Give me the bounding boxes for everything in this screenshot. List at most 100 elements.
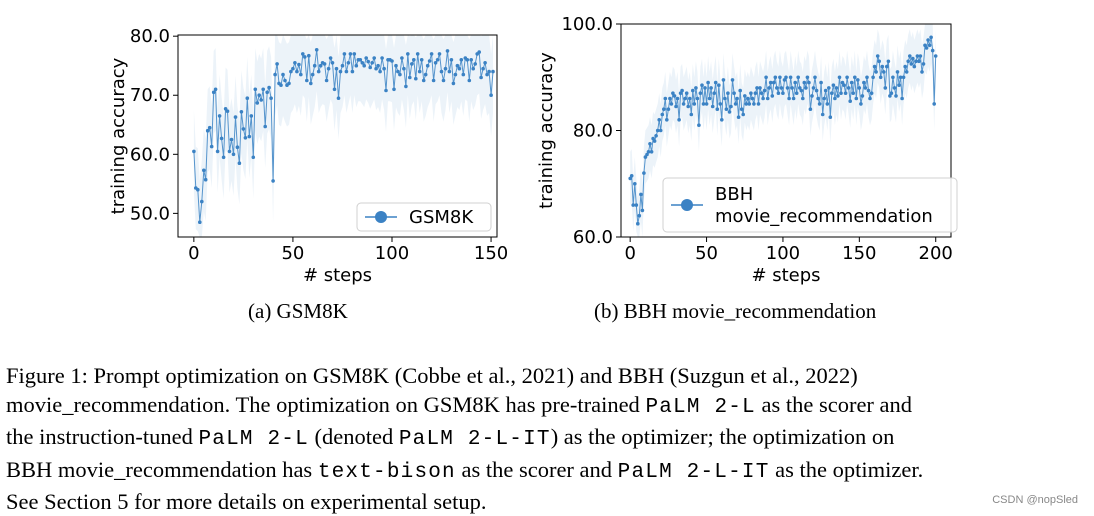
data-point — [773, 75, 778, 80]
data-point — [839, 91, 843, 95]
data-point — [700, 83, 704, 87]
data-point — [631, 203, 635, 207]
data-point — [257, 93, 262, 97]
x-tick-label: 150 — [842, 243, 876, 264]
data-point — [202, 168, 206, 173]
data-point — [822, 96, 826, 101]
data-point — [305, 78, 309, 83]
data-point — [880, 64, 885, 69]
data-point — [637, 213, 642, 218]
data-point — [898, 75, 903, 80]
x-tick-label: 100 — [766, 243, 800, 264]
caption-text: as the optimizer. — [769, 456, 924, 482]
subcaption-b: (b) BBH movie_recommendation — [594, 299, 877, 323]
data-point — [646, 150, 651, 154]
data-point — [255, 101, 260, 105]
data-point — [707, 96, 712, 101]
data-point — [211, 90, 216, 95]
data-point — [787, 96, 791, 101]
data-point — [645, 152, 649, 157]
data-point — [237, 161, 242, 165]
data-point — [279, 83, 283, 87]
data-point — [823, 88, 828, 93]
data-point — [678, 91, 683, 95]
data-point — [710, 104, 715, 109]
data-point — [691, 88, 695, 93]
data-point — [701, 102, 706, 106]
model-name: PaLM 2-L — [198, 428, 309, 452]
data-point — [830, 91, 834, 95]
data-point — [350, 69, 355, 74]
data-point — [718, 102, 723, 106]
data-point — [433, 61, 438, 65]
data-point — [293, 61, 297, 65]
data-point — [489, 93, 493, 97]
data-point — [394, 63, 398, 68]
data-point — [642, 171, 646, 175]
data-point — [660, 112, 665, 117]
data-point — [658, 128, 663, 133]
data-point — [636, 221, 640, 226]
data-point — [301, 52, 305, 56]
data-point — [908, 54, 912, 58]
x-tick-label: 0 — [624, 243, 635, 264]
data-point — [724, 107, 729, 111]
data-point — [289, 69, 293, 74]
watermark: CSDN @nopSled — [992, 494, 1078, 506]
data-point — [747, 102, 752, 106]
legend-marker — [375, 211, 387, 223]
data-point — [344, 69, 349, 74]
data-point — [421, 78, 426, 83]
data-point — [261, 87, 266, 92]
data-point — [674, 104, 678, 109]
data-point — [825, 102, 830, 106]
data-point — [726, 91, 730, 95]
data-point — [932, 102, 936, 106]
x-tick-label: 200 — [919, 243, 953, 264]
data-point — [721, 78, 726, 82]
data-point — [735, 96, 739, 101]
data-point — [891, 75, 895, 80]
data-point — [727, 110, 732, 114]
data-point — [309, 81, 313, 86]
data-point — [750, 96, 755, 101]
data-point — [788, 75, 793, 80]
data-point — [340, 63, 345, 68]
data-point — [352, 52, 357, 56]
data-point — [733, 102, 738, 106]
data-point — [892, 86, 897, 90]
data-point — [654, 134, 658, 138]
data-point — [680, 88, 684, 93]
data-point — [877, 59, 881, 64]
data-point — [712, 91, 716, 95]
data-point — [445, 49, 450, 53]
data-point — [672, 94, 677, 98]
data-point — [801, 96, 805, 101]
data-point — [364, 56, 369, 60]
data-point — [303, 55, 307, 59]
data-point — [836, 94, 840, 98]
legend-marker — [681, 199, 693, 211]
data-point — [380, 56, 384, 60]
data-point — [461, 72, 466, 77]
data-point — [872, 64, 877, 69]
data-point — [275, 62, 279, 66]
data-point — [846, 86, 851, 90]
data-point — [794, 91, 799, 95]
data-point — [851, 91, 855, 95]
data-point — [848, 99, 852, 103]
model-name: text-bison — [317, 460, 456, 484]
data-point — [917, 59, 921, 64]
data-point — [437, 52, 442, 56]
data-point — [657, 118, 661, 122]
data-point — [648, 142, 652, 146]
caption-text: BBH movie_recommendation has — [6, 456, 318, 482]
model-name: PaLM 2-L-IT — [617, 460, 770, 484]
data-point — [704, 102, 709, 106]
data-point — [918, 54, 923, 58]
x-axis-label: # steps — [303, 265, 372, 286]
data-point — [273, 72, 277, 77]
data-point — [813, 75, 817, 80]
data-point — [245, 96, 250, 100]
data-point — [897, 83, 901, 87]
